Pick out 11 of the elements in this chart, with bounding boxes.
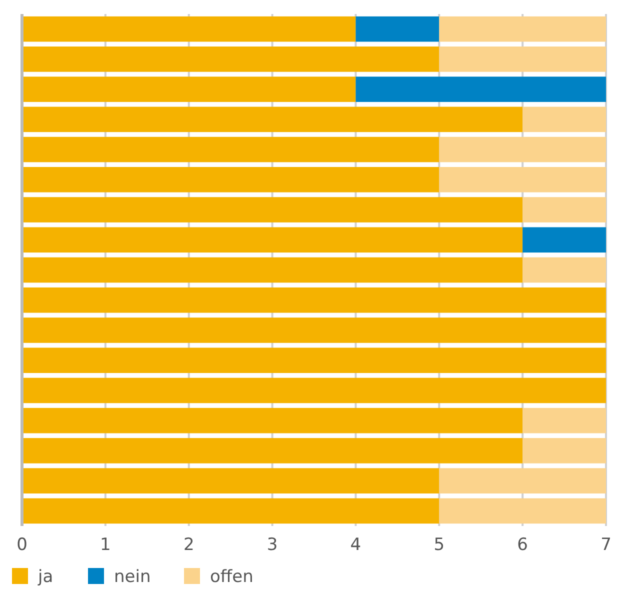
x-tick-label: 5 [434,535,445,555]
legend-label: ja [37,567,54,587]
legend-label: nein [114,567,151,587]
x-tick-label: 2 [183,535,194,555]
legend-label: offen [210,567,254,587]
x-tick-label: 6 [517,535,528,555]
x-tick-label: 3 [266,535,278,555]
x-tick-label: 7 [600,535,612,555]
x-tick-label: 0 [16,535,28,555]
x-tick-label: 1 [100,535,111,555]
x-tick-label: 4 [350,535,362,555]
